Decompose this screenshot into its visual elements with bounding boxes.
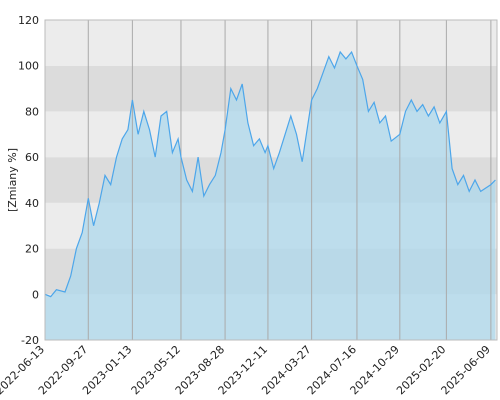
- line: [44, 50, 496, 298]
- y-tick-label: 20: [25, 243, 39, 256]
- background-band: [45, 65, 497, 112]
- y-tick-label: 120: [18, 14, 39, 27]
- background-band: [45, 20, 497, 66]
- y-tick-label: -20: [21, 334, 39, 347]
- y-tick-label: 80: [25, 105, 39, 118]
- y-tick-label: 0: [32, 288, 39, 301]
- y-axis-label: [Zmiany %]: [6, 148, 19, 212]
- y-tick-label: 60: [25, 151, 39, 164]
- y-tick-label: 40: [25, 197, 39, 210]
- area: [45, 52, 496, 340]
- plot-border: [44, 19, 498, 341]
- y-tick-label: 100: [18, 60, 39, 73]
